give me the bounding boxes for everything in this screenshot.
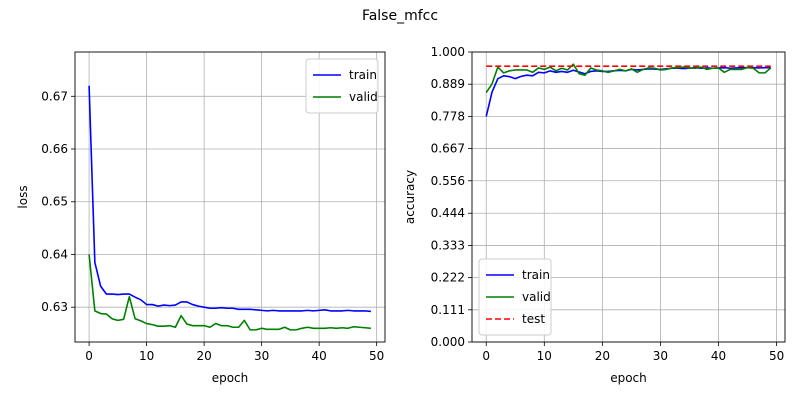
- y-tick-label: 0.111: [431, 303, 465, 317]
- x-tick-label: 20: [595, 349, 610, 363]
- legend-label-train: train: [522, 268, 550, 282]
- legend-box: [478, 258, 552, 336]
- y-tick-label: 0.66: [41, 142, 68, 156]
- y-tick-label: 1.000: [431, 45, 465, 59]
- y-tick-label: 0.64: [41, 247, 68, 261]
- axes-frame: [471, 51, 786, 343]
- legend-label-valid: valid: [522, 290, 551, 304]
- legend-box: [305, 58, 379, 114]
- axes-frame: [74, 51, 386, 343]
- y-tick-label: 0.000: [431, 335, 465, 349]
- y-tick-label: 0.778: [431, 109, 465, 123]
- x-tick-label: 10: [139, 349, 154, 363]
- x-tick-label: 30: [653, 349, 668, 363]
- y-tick-label: 0.333: [431, 238, 465, 252]
- y-tick-label: 0.556: [431, 174, 465, 188]
- x-tick-label: 0: [482, 349, 490, 363]
- y-tick-label: 0.65: [41, 195, 68, 209]
- y-tick-label: 0.444: [431, 206, 465, 220]
- x-tick-label: 0: [85, 349, 93, 363]
- figure-title: False_mfcc: [362, 8, 438, 24]
- y-axis-label: accuracy: [403, 170, 417, 224]
- x-axis-label: epoch: [212, 371, 249, 385]
- x-tick-label: 10: [537, 349, 552, 363]
- series-line-train: [88, 85, 371, 313]
- x-tick-label: 30: [254, 349, 269, 363]
- legend-label-train: train: [349, 68, 377, 82]
- x-tick-label: 40: [312, 349, 327, 363]
- legend-label-test: test: [522, 312, 545, 326]
- legend: train valid test: [478, 258, 552, 336]
- y-tick-label: 0.222: [431, 271, 465, 285]
- y-axis-label: loss: [16, 185, 30, 208]
- y-tick-label: 0.667: [431, 142, 465, 156]
- series-line-train: [485, 66, 771, 117]
- x-tick-label: 50: [369, 349, 384, 363]
- legend: train valid: [305, 58, 379, 114]
- series-line-valid: [485, 63, 772, 94]
- x-axis-label: epoch: [610, 371, 647, 385]
- legend-label-valid: valid: [349, 90, 378, 104]
- x-tick-label: 40: [711, 349, 726, 363]
- loss-chart: 0 10 20 30 40 50 0.63 0.64 0.65 0.66 0.67 epoch loss…: [16, 51, 386, 385]
- accuracy-chart: 0 10 20 30 40 50 0.000 0.111 0.222 0.333 0.444 0.55…: [403, 45, 786, 385]
- x-tick-label: 20: [196, 349, 211, 363]
- y-tick-label: 0.63: [41, 300, 68, 314]
- x-tick-label: 50: [769, 349, 784, 363]
- y-tick-label: 0.889: [431, 77, 465, 91]
- series-line-valid: [88, 254, 371, 331]
- y-tick-label: 0.67: [41, 89, 68, 103]
